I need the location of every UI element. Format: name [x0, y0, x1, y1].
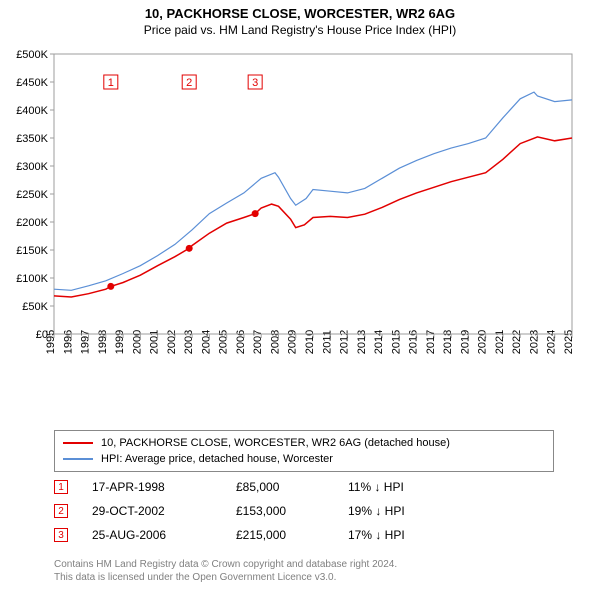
- svg-text:2009: 2009: [287, 330, 299, 354]
- legend-label: 10, PACKHORSE CLOSE, WORCESTER, WR2 6AG …: [101, 437, 450, 449]
- sales-row: 1 17-APR-1998£85,00011% ↓ HPI: [54, 476, 468, 498]
- legend-item: HPI: Average price, detached house, Worc…: [63, 451, 545, 467]
- svg-text:£300K: £300K: [16, 161, 48, 173]
- legend: 10, PACKHORSE CLOSE, WORCESTER, WR2 6AG …: [54, 430, 554, 472]
- svg-text:2005: 2005: [218, 330, 230, 354]
- svg-text:£200K: £200K: [16, 217, 48, 229]
- legend-label: HPI: Average price, detached house, Worc…: [101, 453, 333, 465]
- legend-item: 10, PACKHORSE CLOSE, WORCESTER, WR2 6AG …: [63, 435, 545, 451]
- legend-swatch: [63, 442, 93, 444]
- svg-text:2010: 2010: [304, 330, 316, 354]
- svg-text:£250K: £250K: [16, 189, 48, 201]
- svg-text:2012: 2012: [339, 330, 351, 354]
- svg-text:2003: 2003: [183, 330, 195, 354]
- svg-text:2017: 2017: [425, 330, 437, 354]
- sale-price: £85,000: [236, 480, 348, 494]
- svg-text:£500K: £500K: [16, 49, 48, 61]
- attribution: Contains HM Land Registry data © Crown c…: [54, 559, 592, 584]
- sale-marker: 3: [54, 528, 68, 542]
- svg-text:3: 3: [252, 77, 258, 89]
- legend-swatch: [63, 458, 93, 460]
- svg-text:2001: 2001: [149, 330, 161, 354]
- svg-text:2002: 2002: [166, 330, 178, 354]
- svg-text:£100K: £100K: [16, 273, 48, 285]
- svg-text:2018: 2018: [442, 330, 454, 354]
- svg-text:2004: 2004: [200, 330, 212, 354]
- sale-price: £153,000: [236, 504, 348, 518]
- svg-text:2024: 2024: [546, 330, 558, 354]
- svg-text:1996: 1996: [62, 330, 74, 354]
- svg-text:£50K: £50K: [22, 301, 48, 313]
- svg-text:2006: 2006: [235, 330, 247, 354]
- attribution-line: This data is licensed under the Open Gov…: [54, 572, 592, 585]
- svg-text:2019: 2019: [459, 330, 471, 354]
- sales-table: 1 17-APR-1998£85,00011% ↓ HPI 2 29-OCT-2002…: [54, 476, 468, 548]
- svg-text:2021: 2021: [494, 330, 506, 354]
- sale-date: 17-APR-1998: [92, 480, 236, 494]
- sale-price: £215,000: [236, 528, 348, 542]
- svg-text:£450K: £450K: [16, 77, 48, 89]
- sale-date: 29-OCT-2002: [92, 504, 236, 518]
- svg-text:1999: 1999: [114, 330, 126, 354]
- sale-delta: 11% ↓ HPI: [348, 480, 468, 494]
- sales-row: 2 29-OCT-2002£153,00019% ↓ HPI: [54, 500, 468, 522]
- svg-text:2016: 2016: [408, 330, 420, 354]
- page-title: 10, PACKHORSE CLOSE, WORCESTER, WR2 6AG: [0, 6, 600, 21]
- attribution-line: Contains HM Land Registry data © Crown c…: [54, 559, 592, 572]
- sale-marker: 2: [54, 504, 68, 518]
- page-subtitle: Price paid vs. HM Land Registry's House …: [0, 23, 600, 37]
- chart-area: £0£50K£100K£150K£200K£250K£300K£350K£400…: [0, 46, 600, 396]
- sale-date: 25-AUG-2006: [92, 528, 236, 542]
- svg-text:2023: 2023: [528, 330, 540, 354]
- svg-text:1998: 1998: [97, 330, 109, 354]
- svg-text:2007: 2007: [252, 330, 264, 354]
- svg-text:1997: 1997: [80, 330, 92, 354]
- sale-delta: 17% ↓ HPI: [348, 528, 468, 542]
- sale-marker: 1: [54, 480, 68, 494]
- svg-text:1995: 1995: [45, 330, 57, 354]
- svg-text:2014: 2014: [373, 330, 385, 354]
- sales-row: 3 25-AUG-2006£215,00017% ↓ HPI: [54, 524, 468, 546]
- chart-page: 10, PACKHORSE CLOSE, WORCESTER, WR2 6AG …: [0, 0, 600, 590]
- svg-text:2008: 2008: [269, 330, 281, 354]
- sale-delta: 19% ↓ HPI: [348, 504, 468, 518]
- svg-text:2015: 2015: [390, 330, 402, 354]
- svg-text:£150K: £150K: [16, 245, 48, 257]
- svg-text:2022: 2022: [511, 330, 523, 354]
- svg-text:2020: 2020: [477, 330, 489, 354]
- line-chart: £0£50K£100K£150K£200K£250K£300K£350K£400…: [0, 46, 600, 396]
- svg-text:2000: 2000: [131, 330, 143, 354]
- svg-text:£400K: £400K: [16, 105, 48, 117]
- svg-text:1: 1: [108, 77, 114, 89]
- svg-text:2025: 2025: [563, 330, 575, 354]
- svg-text:£350K: £350K: [16, 133, 48, 145]
- svg-text:2013: 2013: [356, 330, 368, 354]
- svg-text:2: 2: [186, 77, 192, 89]
